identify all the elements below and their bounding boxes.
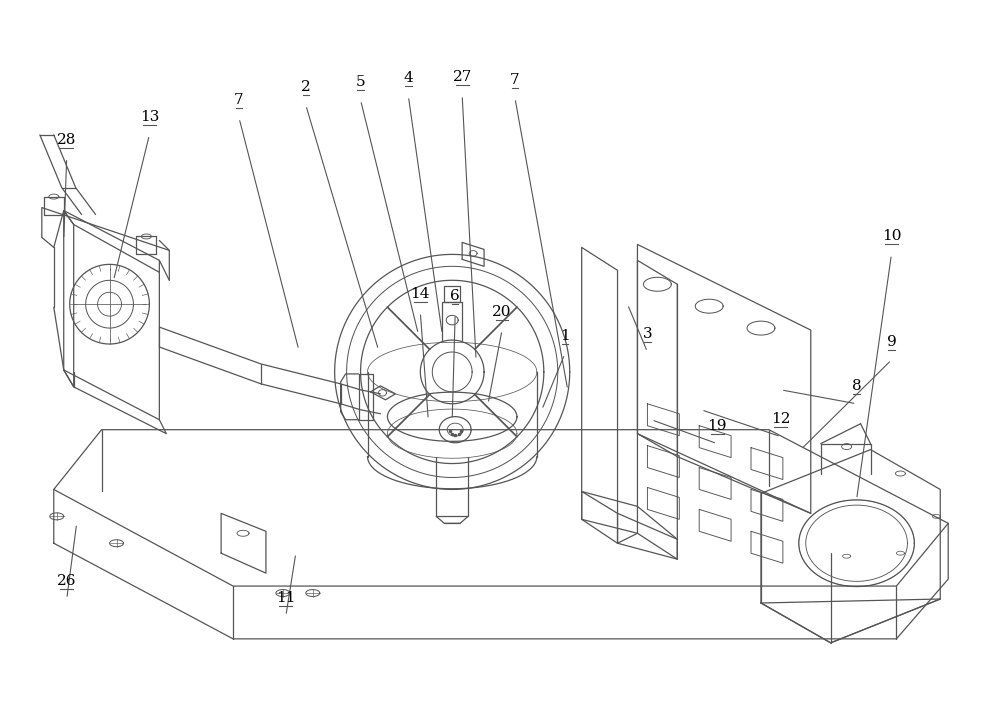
Text: 26: 26 <box>57 574 76 588</box>
Text: 12: 12 <box>771 411 791 425</box>
Text: 11: 11 <box>276 591 296 605</box>
Text: 5: 5 <box>356 75 365 89</box>
Text: 1: 1 <box>560 329 570 343</box>
Text: 10: 10 <box>882 230 901 244</box>
Text: 9: 9 <box>887 335 896 349</box>
Text: 14: 14 <box>411 287 430 301</box>
Text: 4: 4 <box>403 71 413 85</box>
Text: 6: 6 <box>450 289 460 303</box>
Text: 8: 8 <box>852 379 861 393</box>
Text: 7: 7 <box>510 73 520 87</box>
Text: 19: 19 <box>707 418 727 432</box>
Text: 27: 27 <box>452 70 472 84</box>
Text: 7: 7 <box>234 93 244 107</box>
Text: 2: 2 <box>301 80 311 94</box>
Text: 28: 28 <box>57 133 76 147</box>
Text: 3: 3 <box>643 327 652 341</box>
Text: 13: 13 <box>140 110 159 124</box>
Text: 20: 20 <box>492 305 512 319</box>
